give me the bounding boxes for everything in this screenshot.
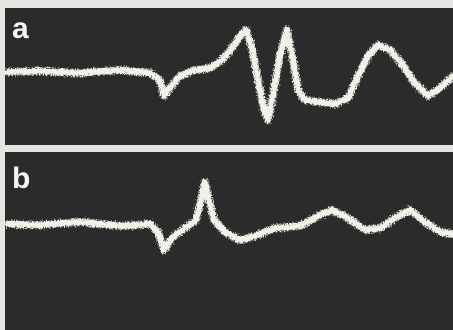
panel-label: a (12, 12, 29, 45)
panel: a (5, 8, 453, 145)
panel-background (5, 8, 453, 145)
panel-background (5, 152, 453, 330)
panel-label: b (12, 162, 30, 195)
panel: b (5, 152, 453, 330)
figure: a b (0, 0, 453, 330)
